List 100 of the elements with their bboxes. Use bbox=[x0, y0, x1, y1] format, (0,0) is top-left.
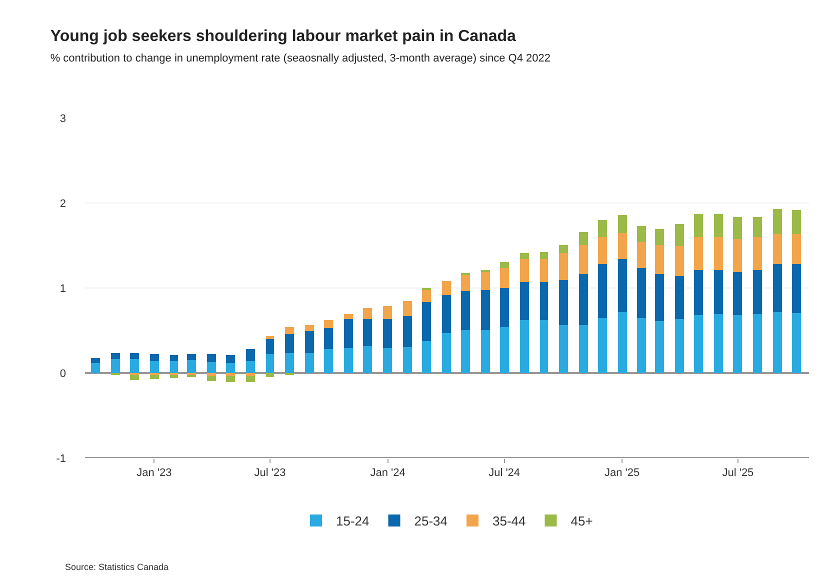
bar bbox=[226, 363, 235, 373]
y-tick-label: -1 bbox=[56, 452, 66, 465]
bar bbox=[559, 253, 568, 280]
x-tick-label: Jan '25 bbox=[604, 467, 640, 480]
bar bbox=[637, 226, 646, 242]
bar bbox=[266, 339, 274, 354]
bar bbox=[675, 246, 684, 276]
bar bbox=[540, 282, 548, 320]
bar bbox=[773, 312, 782, 373]
bar bbox=[792, 264, 801, 313]
bar bbox=[520, 282, 529, 320]
bar bbox=[383, 306, 392, 319]
bar bbox=[170, 375, 178, 378]
bar bbox=[150, 375, 159, 379]
y-tick-label: 1 bbox=[60, 282, 66, 295]
bar bbox=[500, 262, 509, 268]
bar bbox=[598, 264, 607, 318]
y-tick-label: 3 bbox=[60, 112, 66, 125]
bar bbox=[207, 373, 216, 376]
bar bbox=[598, 318, 607, 373]
bar bbox=[187, 360, 196, 373]
bar bbox=[226, 373, 235, 376]
bar bbox=[675, 276, 684, 319]
bar bbox=[481, 272, 490, 290]
bar bbox=[579, 232, 588, 245]
bar bbox=[246, 349, 255, 361]
bar bbox=[383, 348, 392, 373]
bar bbox=[753, 217, 762, 237]
x-tick-label: Jul '23 bbox=[254, 467, 286, 480]
bar bbox=[655, 274, 664, 321]
bar bbox=[733, 315, 742, 373]
bar bbox=[207, 354, 216, 362]
bar bbox=[363, 319, 372, 346]
bar bbox=[285, 334, 294, 353]
bar bbox=[481, 330, 490, 373]
x-tick-label: Jul '24 bbox=[488, 467, 520, 480]
bar bbox=[500, 327, 509, 373]
bar bbox=[540, 252, 548, 259]
bar bbox=[733, 217, 742, 239]
source-note: Source: Statistics Canada bbox=[65, 562, 169, 572]
bar bbox=[285, 327, 294, 334]
bar bbox=[655, 229, 664, 245]
bar bbox=[383, 319, 392, 348]
bar bbox=[246, 373, 255, 376]
bar bbox=[753, 270, 762, 314]
bar bbox=[655, 245, 664, 274]
legend-label: 25-34 bbox=[414, 514, 448, 529]
bar bbox=[461, 274, 470, 291]
bar bbox=[226, 355, 235, 363]
bar bbox=[91, 358, 100, 363]
bar bbox=[344, 314, 353, 319]
bar bbox=[618, 259, 627, 312]
bar bbox=[694, 214, 703, 237]
bar bbox=[694, 237, 703, 270]
bar bbox=[246, 376, 255, 382]
bar bbox=[130, 375, 139, 380]
bar bbox=[422, 341, 431, 373]
bar bbox=[675, 224, 684, 246]
bar bbox=[285, 353, 294, 373]
bar bbox=[344, 348, 353, 373]
bar bbox=[500, 288, 509, 327]
bar bbox=[773, 264, 782, 312]
bar bbox=[150, 361, 159, 373]
bar bbox=[266, 336, 274, 339]
bar bbox=[773, 209, 782, 234]
bar bbox=[733, 272, 742, 315]
bar bbox=[442, 295, 451, 333]
bar bbox=[792, 313, 801, 373]
bar bbox=[714, 270, 723, 314]
bar bbox=[305, 325, 314, 331]
bar bbox=[461, 330, 470, 373]
bar bbox=[637, 318, 646, 373]
bar bbox=[579, 274, 588, 325]
bar bbox=[598, 237, 607, 264]
bar bbox=[170, 361, 178, 373]
bar bbox=[150, 354, 159, 361]
bar bbox=[714, 237, 723, 270]
bar bbox=[442, 333, 451, 373]
bar bbox=[324, 349, 333, 373]
bar bbox=[442, 281, 451, 295]
bar bbox=[773, 234, 782, 264]
bar bbox=[500, 268, 509, 288]
bar bbox=[540, 320, 548, 373]
bar bbox=[792, 210, 801, 234]
bar bbox=[481, 290, 490, 330]
chart-subtitle: % contribution to change in unemployment rate (seaosnally adjusted, 3-month average) since Q4 2022 bbox=[50, 52, 551, 65]
bar bbox=[733, 239, 742, 272]
bar bbox=[91, 363, 100, 373]
bar bbox=[324, 328, 333, 349]
bar bbox=[753, 237, 762, 270]
bar bbox=[618, 215, 627, 233]
x-tick-label: Jan '24 bbox=[370, 467, 406, 480]
bar bbox=[324, 320, 333, 328]
bar bbox=[403, 316, 412, 347]
bar bbox=[305, 353, 314, 373]
bar bbox=[694, 315, 703, 373]
bar bbox=[344, 319, 353, 348]
chart-title: Young job seekers shouldering labour market pain in Canada bbox=[50, 28, 516, 45]
bar bbox=[559, 245, 568, 253]
bar bbox=[520, 253, 529, 259]
